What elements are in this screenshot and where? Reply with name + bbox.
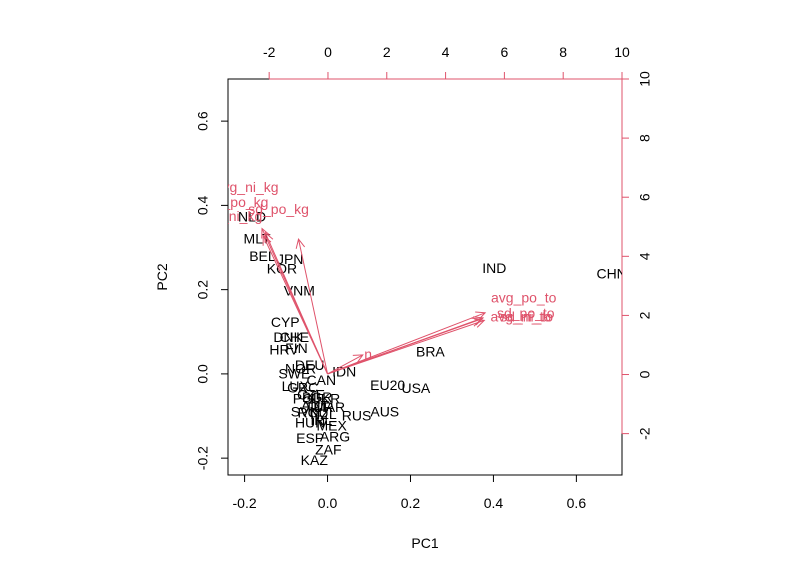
left-axis: -0.2 0.0 0.2 0.4 0.6 [195,111,229,470]
x-tick-label: 0.0 [318,495,338,511]
observation-label: RUS [342,408,372,424]
loading-label: sd_ni_to [500,309,553,325]
observation-label: BRA [416,344,445,360]
y-tick-label: -0.2 [195,446,211,470]
loading-label: sd_po_kg [248,201,309,217]
top-axis: -2 0 2 4 6 8 10 [263,44,630,80]
observation-label: CAN [307,372,337,388]
observation-label: MAR [314,399,345,415]
right-axis: -2 0 2 4 6 8 10 [621,71,653,440]
observation-label: AUS [370,403,399,419]
observation-label: IND [482,260,506,276]
observation-label: CYP [271,314,300,330]
x-tick-label: 0.2 [401,495,421,511]
loading-arrow [327,319,485,375]
observation-label: SWE [278,365,310,381]
y-tick-label: 0.4 [195,195,211,215]
loading-label: avg_po_to [491,290,557,306]
right-tick-label: -2 [637,427,653,440]
observation-label: HUN [295,414,325,430]
observation-label: BEL [249,248,276,264]
loading-arrow [262,235,328,375]
y-tick-label: 0.6 [195,111,211,131]
x-tick-label: 0.4 [484,495,504,511]
y-tick-label: 0.0 [195,364,211,384]
y-tick-label: 0.2 [195,280,211,300]
loading-arrow-head [470,317,483,327]
top-tick-label: 0 [324,44,332,60]
observation-label: JPN [277,251,303,267]
observation-label: HRV [269,341,299,357]
observation-label: EU20 [370,377,405,393]
loading-label: avg_po_kg [200,194,269,210]
loading-arrows [261,227,487,375]
observation-label: ROU [297,405,328,421]
observation-label: NLD [238,209,266,225]
observation-label: ZAF [315,441,341,457]
right-tick-label: 4 [637,252,653,260]
top-tick-label: 2 [383,44,391,60]
bottom-axis: -0.2 0.0 0.2 0.4 0.6 [233,474,587,511]
top-tick-label: 4 [442,44,450,60]
loading-arrow [327,354,364,375]
observation-label: CZE [297,387,325,403]
observation-label: CHE [280,329,310,345]
observation-label: BGR [302,389,332,405]
loading-label: n [364,346,372,362]
loading-arrow-head [262,234,272,246]
observation-label: DNK [273,329,303,345]
loading-arrow-head [474,318,486,328]
loading-label: avg_ni_kg [215,179,279,195]
right-tick-label: 0 [637,370,653,378]
y-axis-title: PC2 [154,263,170,290]
observation-label: LUX [282,378,310,394]
top-tick-label: -2 [263,44,276,60]
loading-label: sd_po_to [497,305,555,321]
observation-label: KAZ [301,452,329,468]
x-axis-title: PC1 [411,535,438,551]
loading-label: sd_ni_kg [206,208,262,224]
right-tick-label: 6 [637,193,653,201]
observation-label: IRL [310,412,332,428]
top-tick-label: 8 [559,44,567,60]
observation-label: UKR [311,391,341,407]
observation-label: AUT [301,397,329,413]
loading-arrow-head [295,237,306,249]
loading-arrow [264,232,328,375]
top-tick-label: 6 [500,44,508,60]
observation-label: GRC [287,379,318,395]
x-tick-label: 0.6 [567,495,587,511]
observation-label: FIN [285,340,308,356]
right-tick-label: 8 [637,134,653,142]
loading-arrow [298,238,329,374]
observation-label: SVK [291,403,320,419]
observation-label: CHN [596,266,626,282]
plot-frame [227,78,623,476]
observation-label: NOR [285,360,316,376]
loading-arrow-head [261,227,270,239]
observation-label: IDN [332,363,356,379]
loading-arrow [327,312,486,375]
observation-label: MEX [317,417,348,433]
observation-label: ESP [296,430,324,446]
loading-label: avg_ni_to [490,309,551,325]
top-tick-label: 10 [614,44,630,60]
right-tick-label: 10 [637,71,653,87]
observation-label: MLT [244,231,271,247]
observation-label: TUR [305,399,334,415]
observation-label: USA [401,380,430,396]
loading-arrow-head [352,354,364,364]
observation-label: DEU [295,357,325,373]
observation-label: POL [293,391,321,407]
right-tick-label: 2 [637,311,653,319]
observation-label: ARG [320,429,350,445]
observation-label: NZL [310,406,337,422]
x-tick-label: -0.2 [233,495,257,511]
observation-label: KOR [267,261,297,277]
